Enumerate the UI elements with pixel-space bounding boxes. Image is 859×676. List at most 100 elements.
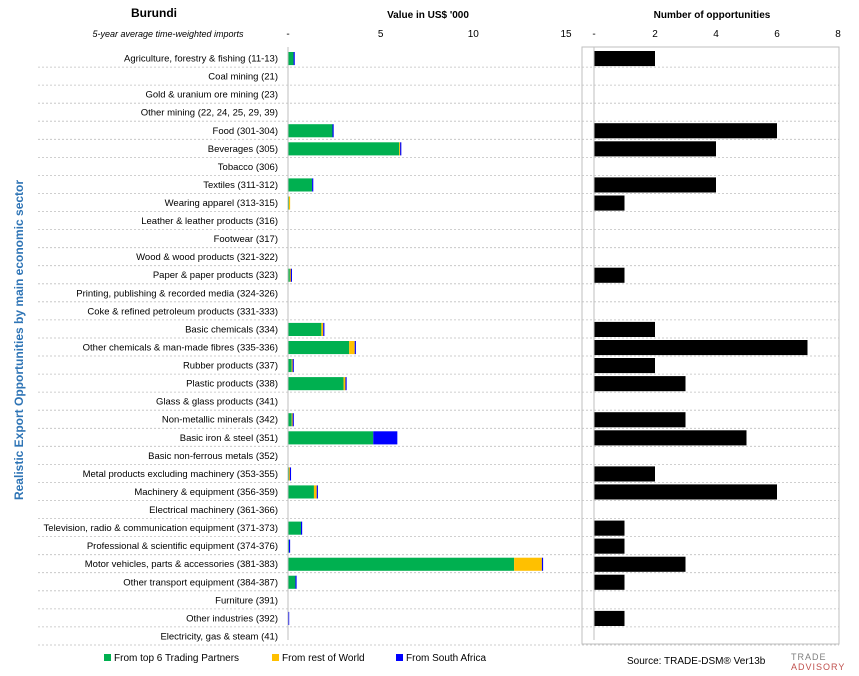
- opps-tick-label: 8: [835, 29, 841, 40]
- value-tick-label: 10: [468, 29, 480, 40]
- opps-bar: [594, 177, 716, 193]
- row-dividers: [38, 66, 839, 646]
- value-bar-sa: [295, 575, 297, 589]
- logo-line2: ADVISORY: [791, 662, 845, 672]
- value-bar-top6: [288, 521, 301, 535]
- value-tick-labels: - 5 10 15: [286, 29, 572, 40]
- value-tick-label: 15: [560, 29, 572, 40]
- opps-bar: [594, 321, 655, 337]
- value-bar-top6: [288, 341, 350, 355]
- value-bar-top6: [288, 124, 333, 138]
- value-bar-row: [291, 359, 293, 373]
- category-label: Basic chemicals (334): [185, 324, 278, 335]
- value-bar-row: [291, 413, 293, 427]
- value-bar-top6: [288, 575, 296, 589]
- legend-label-row: From rest of World: [282, 653, 365, 664]
- value-bar-top6: [288, 359, 292, 373]
- opps-bar: [594, 556, 686, 572]
- value-bar-top6: [288, 142, 400, 156]
- legend-swatch-row: [272, 654, 279, 661]
- value-bar-sa: [312, 178, 314, 192]
- value-bar-sa: [292, 413, 294, 427]
- legend: From top 6 Trading Partners From rest of…: [104, 653, 486, 664]
- category-label: Footwear (317): [214, 234, 278, 245]
- value-bar-sa: [373, 431, 398, 445]
- value-bar-sa: [541, 557, 544, 571]
- value-bar-top6: [288, 268, 290, 282]
- category-label: Textiles (311-312): [203, 180, 278, 191]
- value-bar-row: [313, 485, 317, 499]
- opps-bar: [594, 195, 625, 211]
- opps-bar: [594, 466, 655, 482]
- opps-tick-label: 4: [713, 29, 719, 40]
- logo-line1: TRADE: [791, 652, 827, 662]
- category-label: Beverages (305): [208, 144, 278, 155]
- value-bar-sa: [300, 521, 303, 535]
- legend-label-top6: From top 6 Trading Partners: [114, 653, 239, 664]
- category-label: Food (301-304): [213, 126, 278, 137]
- opps-bar: [594, 574, 625, 590]
- value-bar-sa: [293, 52, 295, 66]
- value-bar-top6: [288, 377, 344, 391]
- subtitle: 5-year average time-weighted imports: [92, 29, 244, 39]
- legend-swatch-sa: [396, 654, 403, 661]
- category-label: Furniture (391): [215, 595, 278, 606]
- trade-advisory-logo: TRADE ADVISORY: [791, 652, 845, 672]
- value-bar-sa: [354, 341, 356, 355]
- legend-label-sa: From South Africa: [406, 653, 486, 664]
- opps-bar: [594, 538, 625, 554]
- category-label: Tobacco (306): [218, 162, 278, 173]
- category-label: Coke & refined petroleum products (331-3…: [87, 306, 278, 317]
- value-bar-sa: [316, 485, 318, 499]
- value-bar-top6: [288, 196, 290, 210]
- value-bar-top6: [288, 178, 313, 192]
- category-label: Other chemicals & man-made fibres (335-3…: [83, 343, 278, 354]
- value-bar-row: [321, 322, 324, 336]
- category-labels: Agriculture, forestry & fishing (11-13) C…: [44, 54, 278, 643]
- category-label: Gold & uranium ore mining (23): [145, 90, 278, 101]
- category-label: Glass & glass products (341): [156, 397, 278, 408]
- opps-tick-labels: - 2 4 6 8: [592, 29, 841, 40]
- category-label: Plastic products (338): [186, 379, 278, 390]
- value-bar-sa: [288, 611, 290, 625]
- category-label: Machinery & equipment (356-359): [134, 487, 278, 498]
- opps-panel-frame: [581, 46, 840, 645]
- category-label: Electricity, gas & steam (41): [160, 631, 278, 642]
- value-bar-sa: [345, 377, 347, 391]
- category-label: Metal products excluding machinery (353-…: [83, 469, 278, 480]
- category-label: Paper & paper products (323): [153, 270, 278, 281]
- opps-bar: [594, 141, 716, 157]
- side-axis-label: Realistic Export Opportunities by main e…: [12, 180, 26, 500]
- category-label: Electrical machinery (361-366): [149, 505, 278, 516]
- value-bar-row: [349, 341, 355, 355]
- value-bar-row: [288, 196, 291, 210]
- value-bar-top6: [288, 485, 314, 499]
- category-label: Agriculture, forestry & fishing (11-13): [124, 54, 278, 65]
- category-label: Basic iron & steel (351): [180, 433, 278, 444]
- value-bars: [288, 52, 544, 625]
- value-tick-label: 5: [378, 29, 384, 40]
- value-bar-row: [289, 268, 292, 282]
- source-note: Source: TRADE-DSM® Ver13b: [627, 656, 766, 667]
- value-bar-sa: [290, 268, 292, 282]
- opps-bars: [594, 51, 808, 626]
- value-bar-row: [399, 142, 401, 156]
- value-axis-title: Value in US$ '000: [387, 10, 469, 21]
- opps-bar: [594, 123, 777, 139]
- category-label: Leather & leather products (316): [141, 216, 278, 227]
- category-label: Other mining (22, 24, 25, 29, 39): [141, 108, 278, 119]
- value-tick-label: -: [286, 29, 289, 40]
- value-bar-top6: [288, 322, 322, 336]
- value-bar-top6: [288, 557, 515, 571]
- legend-swatch-top6: [104, 654, 111, 661]
- opps-bar: [594, 484, 777, 500]
- value-bar-top6: [288, 467, 290, 481]
- category-label: Rubber products (337): [183, 361, 278, 372]
- opps-bar: [594, 430, 747, 446]
- opps-bar: [594, 51, 655, 67]
- category-label: Non-metallic minerals (342): [162, 415, 278, 426]
- category-label: Wearing apparel (313-315): [165, 198, 278, 209]
- value-bar-sa: [289, 467, 292, 481]
- opps-tick-label: 6: [774, 29, 780, 40]
- opps-tick-label: 2: [652, 29, 658, 40]
